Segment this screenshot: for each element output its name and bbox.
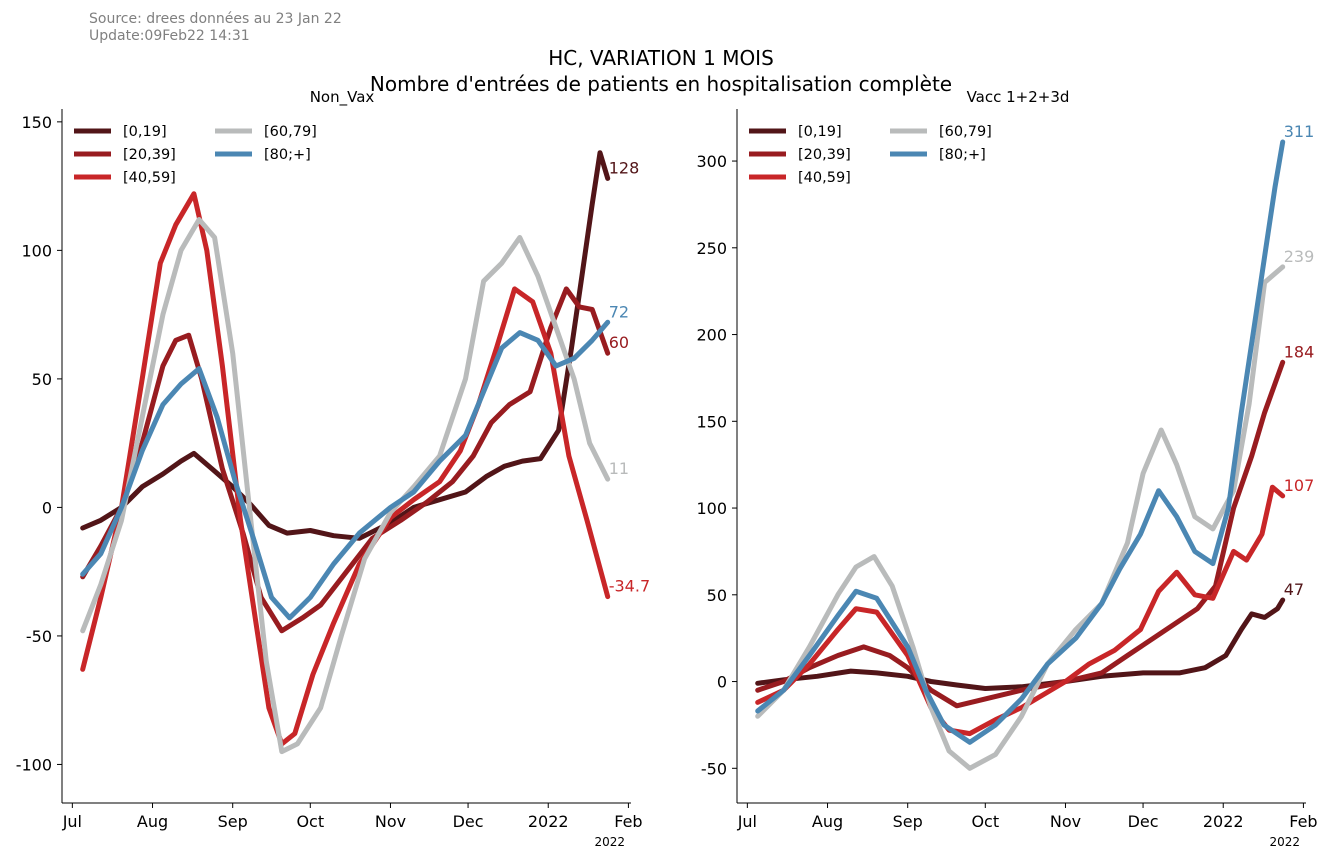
x-tick-label: Nov	[375, 812, 406, 831]
y-tick-label: 50	[32, 370, 52, 389]
series-end-value: 11	[609, 459, 629, 478]
panel-vacc: Vacc 1+2+3d -50 0 50 100 150 200 250 300 Jul Aug Se…	[696, 88, 1317, 849]
y-tick-label: 150	[696, 412, 727, 431]
series-line-2	[755, 484, 1286, 737]
x-tick-label: Aug	[137, 812, 168, 831]
series-line-2	[80, 191, 611, 747]
y-tick-label: 100	[21, 241, 52, 260]
series-line-4	[755, 139, 1286, 745]
series-end-value: 107	[1284, 476, 1315, 495]
series-line-3	[80, 217, 611, 755]
legend-label: [0,19]	[123, 124, 167, 140]
series-end-value: 72	[609, 302, 629, 321]
panel-non-vax: Non_Vax -100 -50 0 50 100 150 Jul Aug Sep Oct Nov De…	[16, 88, 650, 849]
series-line-1	[755, 359, 1286, 709]
legend-label: [0,19]	[798, 124, 842, 140]
x-tick-label: Nov	[1050, 812, 1081, 831]
series-end-value: 311	[1284, 122, 1315, 141]
y-tick-label: 150	[21, 113, 52, 132]
series-end-value: 184	[1284, 342, 1315, 361]
y-tick-label: 0	[717, 673, 727, 692]
panel-title: Non_Vax	[310, 88, 375, 107]
figure-subtitle: Nombre d'entrées de patients en hospital…	[370, 72, 952, 96]
y-tick-label: 100	[696, 499, 727, 518]
y-tick-label: 50	[707, 586, 727, 605]
series-line-3	[755, 264, 1286, 771]
legend-label: [80;+]	[939, 147, 986, 163]
series-end-value: 60	[609, 333, 629, 352]
series-line-1	[80, 286, 611, 634]
series-end-value: -34.7	[609, 577, 650, 596]
source-note: Source: drees données au 23 Jan 22	[89, 11, 342, 27]
x-tick-label: 2022	[528, 812, 569, 831]
y-tick-label: 250	[696, 239, 727, 258]
legend-label: [40,59]	[123, 170, 176, 186]
x-tick-label: Sep	[218, 812, 248, 831]
x-tick-label: Oct	[296, 812, 324, 831]
update-note: Update:09Feb22 14:31	[89, 28, 250, 44]
series-line-0	[80, 150, 611, 541]
legend-label: [80;+]	[264, 147, 311, 163]
panel-title: Vacc 1+2+3d	[967, 88, 1070, 106]
y-tick-label: -50	[701, 759, 727, 778]
series-line-4	[80, 319, 611, 621]
x-tick-label: Feb	[614, 812, 642, 831]
x-tick-label: Feb	[1289, 812, 1317, 831]
legend-label: [40,59]	[798, 170, 851, 186]
x-tick-label: Dec	[1128, 812, 1159, 831]
x-tick-label: Dec	[453, 812, 484, 831]
legend-label: [60,79]	[264, 124, 317, 140]
figure-title: HC, VARIATION 1 MOIS	[548, 46, 774, 70]
x-year-label: 2022	[594, 835, 625, 849]
x-tick-label: Sep	[893, 812, 923, 831]
y-tick-label: -50	[26, 627, 52, 646]
legend-label: [60,79]	[939, 124, 992, 140]
series-end-value: 239	[1284, 247, 1315, 266]
legend-label: [20,39]	[123, 147, 176, 163]
y-tick-label: 300	[696, 152, 727, 171]
y-tick-label: -100	[16, 755, 52, 774]
series-line-0	[755, 597, 1286, 691]
x-tick-label: Jul	[737, 812, 757, 831]
x-tick-label: 2022	[1203, 812, 1244, 831]
x-year-label: 2022	[1269, 835, 1300, 849]
series-end-value: 128	[609, 158, 640, 177]
legend-label: [20,39]	[798, 147, 851, 163]
y-tick-label: 200	[696, 326, 727, 345]
x-tick-label: Jul	[62, 812, 82, 831]
series-end-value: 47	[1284, 580, 1304, 599]
x-tick-label: Oct	[971, 812, 999, 831]
x-tick-label: Aug	[812, 812, 843, 831]
y-tick-label: 0	[42, 498, 52, 517]
